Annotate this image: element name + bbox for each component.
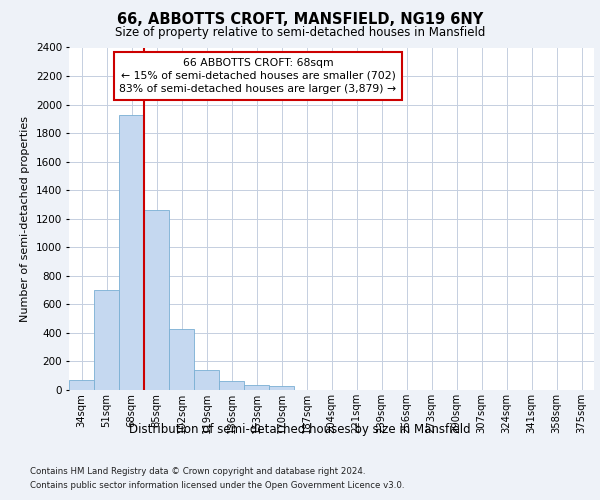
Text: 66 ABBOTTS CROFT: 68sqm
← 15% of semi-detached houses are smaller (702)
83% of s: 66 ABBOTTS CROFT: 68sqm ← 15% of semi-de… xyxy=(119,58,397,94)
Text: 66, ABBOTTS CROFT, MANSFIELD, NG19 6NY: 66, ABBOTTS CROFT, MANSFIELD, NG19 6NY xyxy=(117,12,483,28)
Text: Contains HM Land Registry data © Crown copyright and database right 2024.: Contains HM Land Registry data © Crown c… xyxy=(30,468,365,476)
Text: Distribution of semi-detached houses by size in Mansfield: Distribution of semi-detached houses by … xyxy=(129,422,471,436)
Bar xyxy=(144,210,169,390)
Bar xyxy=(119,114,144,390)
Y-axis label: Number of semi-detached properties: Number of semi-detached properties xyxy=(20,116,30,322)
Text: Size of property relative to semi-detached houses in Mansfield: Size of property relative to semi-detach… xyxy=(115,26,485,39)
Bar xyxy=(69,380,94,390)
Bar xyxy=(244,385,269,390)
Bar xyxy=(269,386,294,390)
Bar xyxy=(94,290,119,390)
Bar xyxy=(219,382,244,390)
Bar xyxy=(194,370,219,390)
Text: Contains public sector information licensed under the Open Government Licence v3: Contains public sector information licen… xyxy=(30,481,404,490)
Bar xyxy=(169,328,194,390)
